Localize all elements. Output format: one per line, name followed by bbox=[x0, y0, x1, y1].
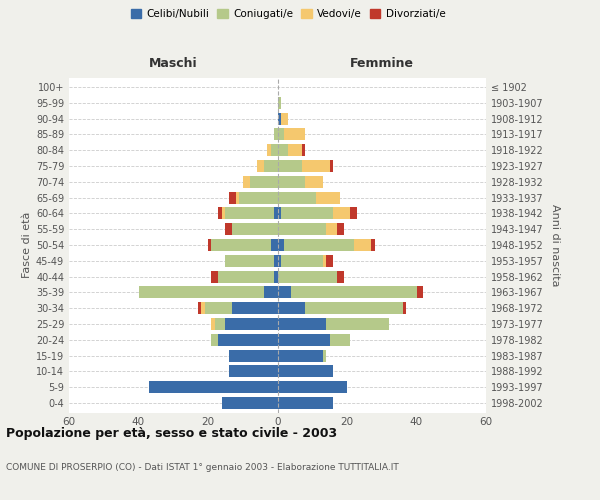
Bar bbox=[226, 208, 274, 220]
Bar bbox=[323, 350, 326, 362]
Bar bbox=[329, 334, 350, 345]
Bar bbox=[226, 318, 277, 330]
Bar bbox=[305, 302, 403, 314]
Bar bbox=[281, 112, 288, 124]
Bar bbox=[277, 208, 281, 220]
Bar bbox=[323, 255, 326, 266]
Bar bbox=[337, 270, 344, 282]
Bar bbox=[326, 255, 333, 266]
Bar bbox=[354, 239, 371, 251]
Bar bbox=[271, 144, 277, 156]
Bar bbox=[305, 176, 323, 188]
Bar bbox=[211, 239, 271, 251]
Bar bbox=[277, 334, 329, 345]
Bar bbox=[274, 128, 277, 140]
Bar bbox=[139, 286, 263, 298]
Bar bbox=[232, 224, 277, 235]
Text: Maschi: Maschi bbox=[149, 56, 197, 70]
Bar bbox=[274, 208, 277, 220]
Bar bbox=[277, 128, 284, 140]
Bar bbox=[218, 270, 274, 282]
Bar bbox=[333, 208, 350, 220]
Legend: Celibi/Nubili, Coniugati/e, Vedovi/e, Divorziati/e: Celibi/Nubili, Coniugati/e, Vedovi/e, Di… bbox=[127, 5, 449, 24]
Bar bbox=[239, 192, 277, 203]
Bar bbox=[215, 318, 226, 330]
Bar bbox=[243, 176, 250, 188]
Y-axis label: Fasce di età: Fasce di età bbox=[22, 212, 32, 278]
Bar bbox=[250, 176, 277, 188]
Bar bbox=[229, 366, 277, 378]
Bar bbox=[218, 334, 277, 345]
Y-axis label: Anni di nascita: Anni di nascita bbox=[550, 204, 560, 286]
Bar bbox=[222, 208, 226, 220]
Bar bbox=[205, 302, 232, 314]
Bar bbox=[277, 192, 316, 203]
Bar bbox=[277, 366, 333, 378]
Bar bbox=[267, 144, 271, 156]
Bar bbox=[277, 144, 288, 156]
Bar bbox=[316, 192, 340, 203]
Bar bbox=[281, 208, 333, 220]
Bar bbox=[277, 318, 326, 330]
Bar bbox=[274, 270, 277, 282]
Bar bbox=[326, 224, 337, 235]
Bar bbox=[263, 286, 277, 298]
Bar bbox=[229, 192, 236, 203]
Bar bbox=[222, 397, 277, 409]
Bar bbox=[403, 302, 406, 314]
Text: Popolazione per età, sesso e stato civile - 2003: Popolazione per età, sesso e stato civil… bbox=[6, 428, 337, 440]
Bar bbox=[277, 382, 347, 393]
Bar bbox=[236, 192, 239, 203]
Bar bbox=[284, 239, 354, 251]
Bar bbox=[218, 208, 222, 220]
Bar bbox=[302, 144, 305, 156]
Bar bbox=[277, 255, 281, 266]
Bar bbox=[211, 270, 218, 282]
Bar bbox=[277, 176, 305, 188]
Bar bbox=[302, 160, 329, 172]
Bar bbox=[271, 239, 277, 251]
Bar bbox=[277, 160, 302, 172]
Bar bbox=[232, 302, 277, 314]
Bar bbox=[211, 318, 215, 330]
Bar bbox=[277, 302, 305, 314]
Bar bbox=[350, 208, 358, 220]
Bar bbox=[226, 224, 232, 235]
Bar bbox=[211, 334, 218, 345]
Bar bbox=[197, 302, 201, 314]
Bar bbox=[326, 318, 389, 330]
Bar bbox=[277, 397, 333, 409]
Bar bbox=[277, 350, 323, 362]
Text: COMUNE DI PROSERPIO (CO) - Dati ISTAT 1° gennaio 2003 - Elaborazione TUTTITALIA.: COMUNE DI PROSERPIO (CO) - Dati ISTAT 1°… bbox=[6, 462, 399, 471]
Bar bbox=[201, 302, 205, 314]
Bar bbox=[277, 270, 337, 282]
Bar bbox=[416, 286, 424, 298]
Bar bbox=[329, 160, 333, 172]
Bar bbox=[229, 350, 277, 362]
Bar bbox=[284, 128, 305, 140]
Bar bbox=[263, 160, 277, 172]
Bar bbox=[274, 255, 277, 266]
Bar bbox=[277, 112, 281, 124]
Bar bbox=[371, 239, 375, 251]
Bar bbox=[277, 97, 281, 108]
Bar bbox=[208, 239, 211, 251]
Bar bbox=[288, 144, 302, 156]
Bar bbox=[337, 224, 344, 235]
Text: Femmine: Femmine bbox=[350, 56, 414, 70]
Bar bbox=[226, 255, 274, 266]
Bar bbox=[292, 286, 416, 298]
Bar bbox=[257, 160, 263, 172]
Bar bbox=[277, 224, 326, 235]
Bar bbox=[149, 382, 277, 393]
Bar bbox=[281, 255, 323, 266]
Bar bbox=[277, 239, 284, 251]
Bar bbox=[277, 286, 292, 298]
